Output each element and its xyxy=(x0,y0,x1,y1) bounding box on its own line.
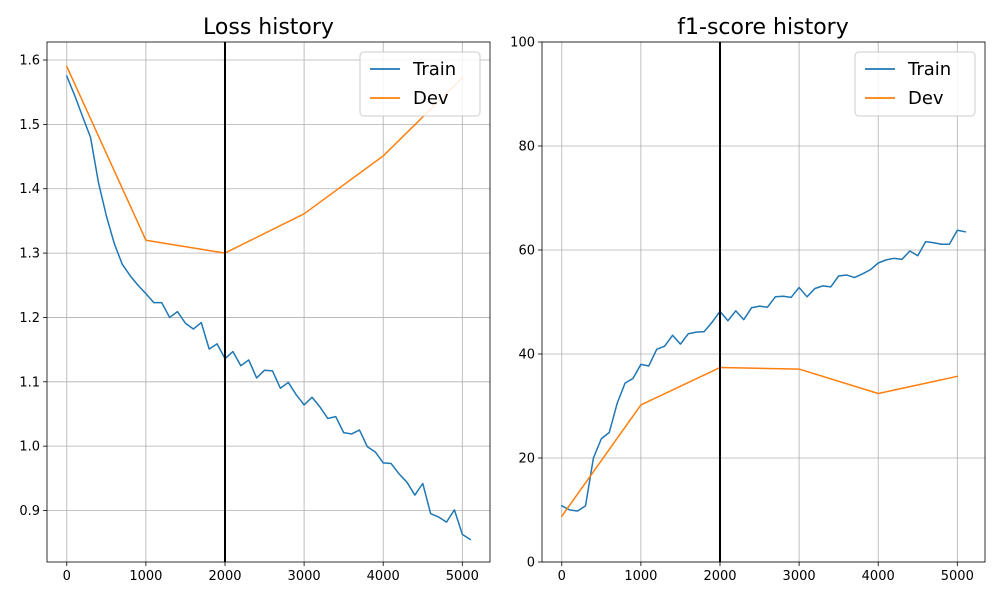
x-tick-label: 1000 xyxy=(129,569,162,584)
y-tick-label: 1.5 xyxy=(19,118,40,133)
y-tick-label: 60 xyxy=(518,244,535,259)
series-line-train xyxy=(560,229,967,512)
axes-frame xyxy=(541,41,986,563)
legend: Train Dev xyxy=(359,51,481,117)
y-tick-label: 100 xyxy=(510,36,535,51)
y-tick-label: 1.1 xyxy=(19,375,40,390)
x-tick-label: 4000 xyxy=(862,569,895,584)
chart-panel-f1: f1-score history 0 1000 2000 3000 4000 5000 0 2… xyxy=(510,15,986,584)
plot-area: 0 1000 2000 3000 4000 5000 0.9 1.0 1.1 1.2 1.3 1.4 1… xyxy=(19,41,491,584)
x-tick-label: 5000 xyxy=(446,569,479,584)
y-tick-label: 40 xyxy=(518,348,535,363)
chart-title: Loss history xyxy=(203,15,334,40)
x-tick-label: 1000 xyxy=(624,569,657,584)
legend-box xyxy=(854,51,976,117)
x-tick-label: 0 xyxy=(558,569,566,584)
y-tick-label: 20 xyxy=(518,452,535,467)
x-tick-label: 0 xyxy=(63,569,71,584)
x-tick-label: 4000 xyxy=(367,569,400,584)
y-tick-label: 1.2 xyxy=(19,311,40,326)
legend-label-train: Train xyxy=(907,59,951,80)
y-tick-label: 1.0 xyxy=(19,440,40,455)
legend-box xyxy=(359,51,481,117)
y-tick-label: 0.9 xyxy=(19,504,40,519)
y-tick-label: 1.6 xyxy=(19,54,40,69)
y-tick-label: 1.3 xyxy=(19,247,40,262)
x-tick-label: 5000 xyxy=(941,569,974,584)
chart-panel-loss: Loss history 0 1000 2000 3000 4000 5000 0.9 1.0… xyxy=(19,15,491,584)
x-tick-label: 3000 xyxy=(783,569,816,584)
legend-label-dev: Dev xyxy=(413,88,449,109)
chart-title: f1-score history xyxy=(677,15,848,40)
y-tick-label: 0 xyxy=(527,556,535,571)
y-tick-label: 1.4 xyxy=(19,182,40,197)
x-tick-label: 3000 xyxy=(288,569,321,584)
series-line-dev xyxy=(560,366,959,518)
legend: Train Dev xyxy=(854,51,976,117)
legend-label-dev: Dev xyxy=(908,88,944,109)
x-tick-label: 2000 xyxy=(208,569,241,584)
series-line-dev xyxy=(65,65,464,254)
plot-area: 0 1000 2000 3000 4000 5000 0 20 40 60 80 100 Train De… xyxy=(510,36,986,584)
axes-frame xyxy=(46,41,491,563)
x-tick-label: 2000 xyxy=(703,569,736,584)
legend-label-train: Train xyxy=(412,59,456,80)
series-line-train xyxy=(65,75,472,541)
y-tick-label: 80 xyxy=(518,140,535,155)
